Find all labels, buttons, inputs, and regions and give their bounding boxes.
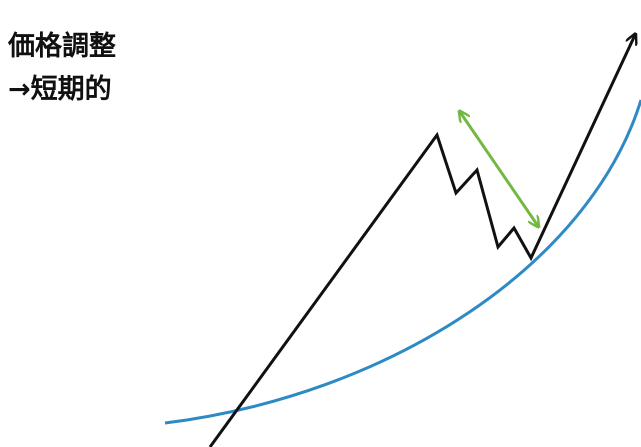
price-line-arrow [208, 35, 635, 447]
title-line-1: 価格調整 [8, 31, 116, 62]
title-line-2: →短期的 [8, 74, 112, 105]
swing-double-arrow [460, 112, 538, 226]
trend-curve [164, 99, 641, 425]
